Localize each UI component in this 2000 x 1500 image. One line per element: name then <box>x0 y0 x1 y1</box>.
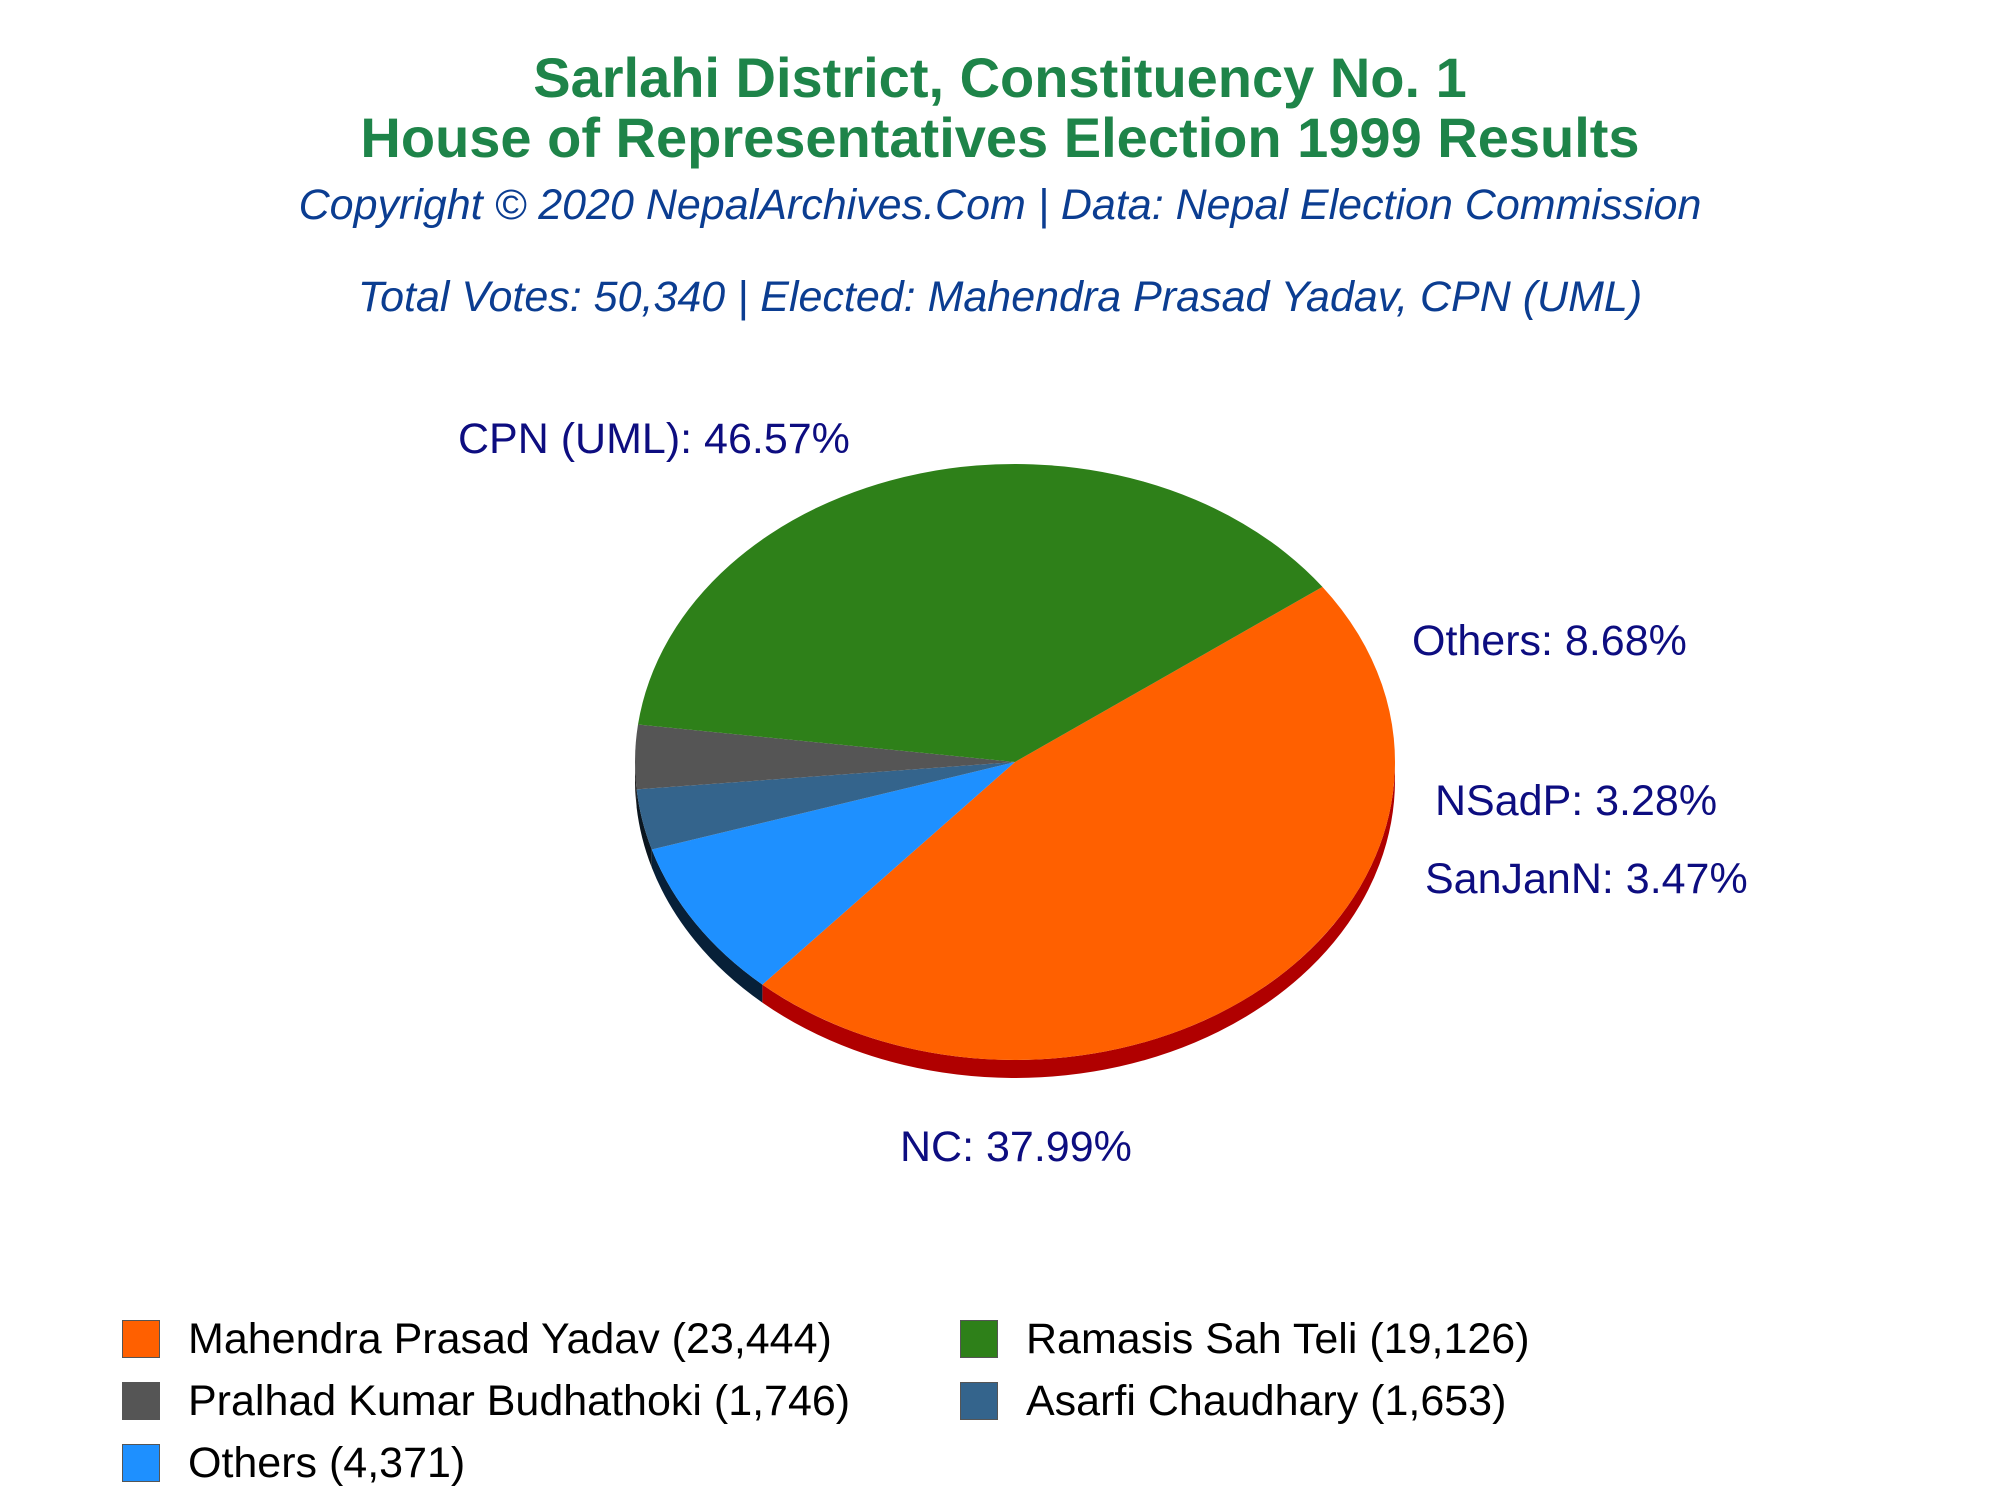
pie-depth-others <box>651 849 763 1003</box>
legend-item: Pralhad Kumar Budhathoki (1,746) <box>122 1377 960 1426</box>
pie-slice-nc <box>638 464 1323 762</box>
chart-legend: Mahendra Prasad Yadav (23,444) Ramasis S… <box>122 1308 1922 1494</box>
pie-slices <box>635 464 1396 1060</box>
legend-swatch <box>960 1382 998 1420</box>
pie-slice-sanjann <box>635 724 1015 790</box>
legend-swatch <box>122 1382 160 1420</box>
legend-item: Mahendra Prasad Yadav (23,444) <box>122 1315 960 1364</box>
legend-label: Pralhad Kumar Budhathoki (1,746) <box>188 1376 851 1425</box>
legend-item: Asarfi Chaudhary (1,653) <box>960 1377 1798 1426</box>
pie-labels: CPN (UML): 46.57% Others: 8.68% NSadP: 3… <box>458 415 1748 1171</box>
legend-row: Pralhad Kumar Budhathoki (1,746) Asarfi … <box>122 1370 1922 1432</box>
legend-row: Mahendra Prasad Yadav (23,444) Ramasis S… <box>122 1308 1922 1370</box>
slice-label-sanjann: SanJanN: 3.47% <box>1425 855 1748 903</box>
legend-swatch <box>960 1320 998 1358</box>
legend-item: Others (4,371) <box>122 1439 960 1488</box>
legend-label: Mahendra Prasad Yadav (23,444) <box>188 1314 832 1363</box>
pie-chart: CPN (UML): 46.57% Others: 8.68% NSadP: 3… <box>458 415 1748 1171</box>
slice-label-others: Others: 8.68% <box>1412 617 1687 665</box>
legend-row: Others (4,371) <box>122 1432 1922 1494</box>
slice-label-nsadp: NSadP: 3.28% <box>1435 777 1717 825</box>
slice-label-nc: NC: 37.99% <box>900 1123 1132 1171</box>
legend-label: Others (4,371) <box>188 1438 466 1487</box>
pie-depth-shadow <box>635 762 1395 1078</box>
copyright-line: Copyright © 2020 NepalArchives.Com | Dat… <box>298 181 1702 229</box>
legend-item: Ramasis Sah Teli (19,126) <box>960 1315 1798 1364</box>
chart-title-line1: Sarlahi District, Constituency No. 1 <box>533 46 1467 109</box>
legend-swatch <box>122 1444 160 1482</box>
pie-slice-nsadp <box>636 762 1015 850</box>
pie-depth-nsadp <box>636 789 652 868</box>
legend-swatch <box>122 1320 160 1358</box>
chart-title-line2: House of Representatives Election 1999 R… <box>360 106 1640 169</box>
legend-label: Ramasis Sah Teli (19,126) <box>1026 1314 1530 1363</box>
pie-depth-sanjann <box>635 762 637 808</box>
summary-line: Total Votes: 50,340 | Elected: Mahendra … <box>357 273 1643 321</box>
slice-label-cpn-uml: CPN (UML): 46.57% <box>458 415 850 463</box>
pie-slice-others <box>651 762 1015 985</box>
legend-label: Asarfi Chaudhary (1,653) <box>1026 1376 1507 1425</box>
pie-slice-cpn-uml <box>762 586 1396 1060</box>
